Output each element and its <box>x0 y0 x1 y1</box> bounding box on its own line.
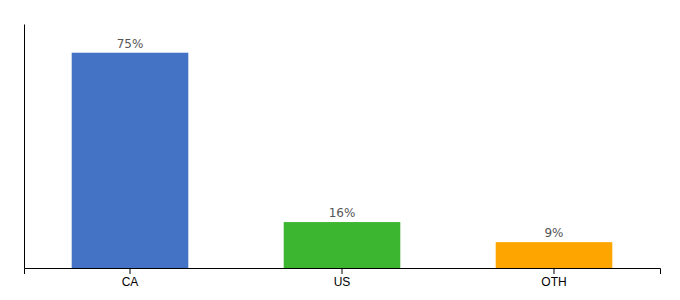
bar <box>496 242 613 268</box>
data-label: 16% <box>329 206 356 220</box>
plot: CA US OTH 75% 16% 9% <box>25 25 661 289</box>
x-tick-label: US <box>334 275 351 289</box>
chart-svg: CA US OTH 75% 16% 9% <box>0 0 680 300</box>
x-tick-mark <box>554 268 555 274</box>
x-axis: CA US OTH <box>25 268 661 289</box>
bars <box>72 53 613 268</box>
data-labels: 75% 16% 9% <box>117 37 564 240</box>
bar <box>72 53 189 268</box>
y-axis <box>24 25 25 269</box>
x-tick-mark <box>342 268 343 274</box>
chart-container: CA US OTH 75% 16% 9% <box>0 0 680 300</box>
bar <box>284 222 401 268</box>
x-tick-mark <box>130 268 131 274</box>
x-tick: CA <box>122 268 139 289</box>
x-tick-label: OTH <box>541 275 566 289</box>
x-axis-line <box>25 269 661 275</box>
data-label: 75% <box>117 37 144 51</box>
data-label: 9% <box>544 226 563 240</box>
x-tick: US <box>334 268 351 289</box>
x-tick-label: CA <box>122 275 139 289</box>
y-axis-line <box>24 25 25 269</box>
x-tick: OTH <box>541 268 566 289</box>
